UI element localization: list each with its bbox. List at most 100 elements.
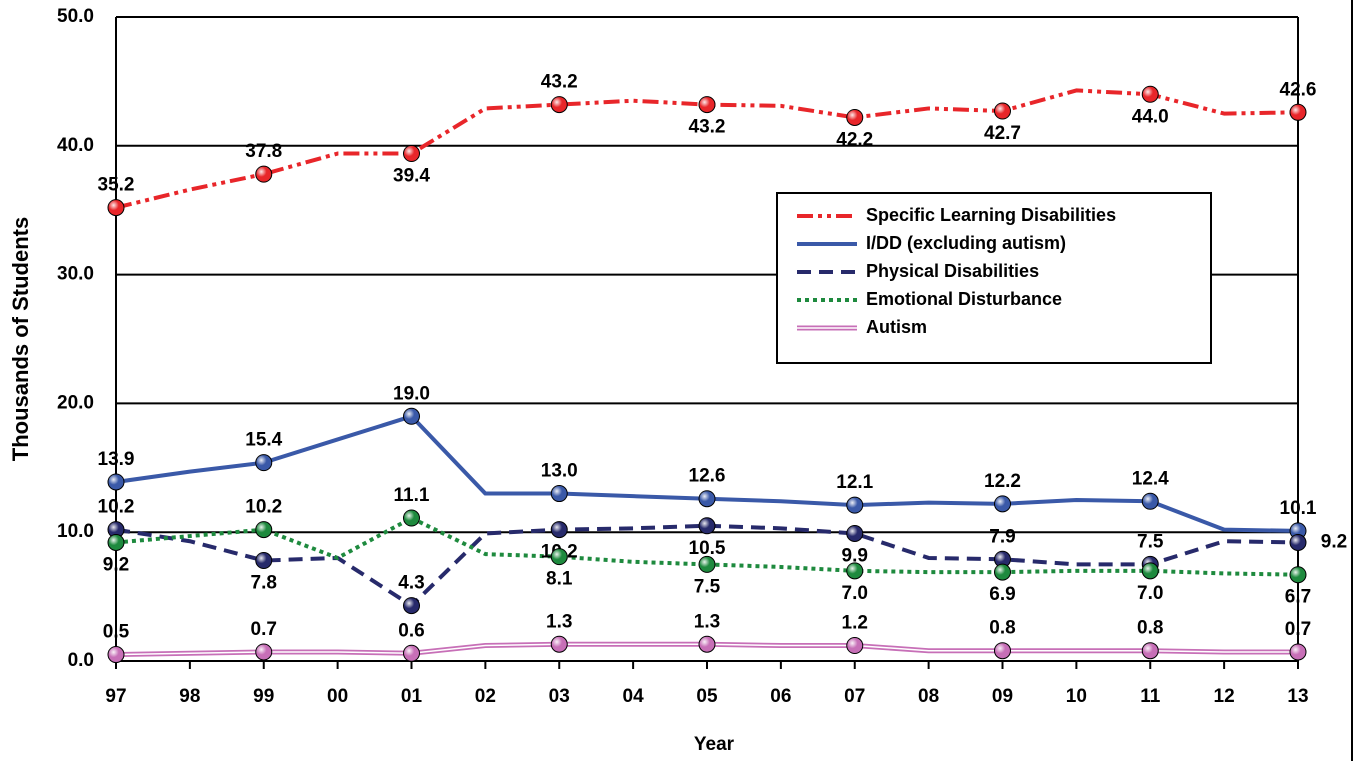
- point-shine: [699, 556, 715, 573]
- point-shine: [994, 564, 1011, 581]
- point-shine: [108, 521, 124, 538]
- point-shine: [1142, 642, 1159, 659]
- data-label: 1.2: [842, 613, 868, 634]
- y-tick-label: 20.0: [57, 392, 94, 413]
- point-shine: [551, 521, 568, 538]
- point-shine: [699, 517, 715, 534]
- point-shine: [403, 510, 420, 527]
- data-label: 0.7: [251, 619, 277, 640]
- x-tick-label: 01: [401, 686, 423, 707]
- data-label: 15.4: [245, 430, 282, 451]
- x-tick-label: 97: [105, 686, 126, 707]
- data-label: 9.2: [103, 555, 129, 576]
- point-shine: [551, 548, 568, 565]
- data-label: 7.0: [1137, 583, 1163, 604]
- legend-label: I/DD (excluding autism): [866, 233, 1066, 253]
- point-shine: [403, 408, 420, 425]
- data-label: 37.8: [245, 141, 282, 162]
- data-label: 42.2: [836, 129, 873, 150]
- data-label: 0.8: [1137, 618, 1163, 639]
- data-label: 0.7: [1285, 619, 1311, 640]
- data-label: 0.8: [989, 618, 1015, 639]
- point-shine: [1290, 534, 1306, 551]
- data-label: 7.0: [842, 583, 868, 604]
- data-label: 10.5: [689, 538, 726, 559]
- point-shine: [108, 646, 124, 663]
- data-label: 9.2: [1321, 532, 1347, 553]
- point-shine: [108, 473, 124, 490]
- data-label: 6.9: [989, 584, 1015, 605]
- point-shine: [255, 166, 272, 183]
- point-shine: [1290, 566, 1306, 583]
- data-label: 0.6: [398, 620, 424, 641]
- data-label: 7.8: [251, 573, 277, 594]
- x-tick-label: 04: [623, 686, 645, 707]
- data-label: 42.7: [984, 123, 1021, 144]
- point-shine: [699, 96, 715, 113]
- point-shine: [846, 109, 863, 126]
- data-label: 7.9: [989, 526, 1015, 547]
- data-label: 1.3: [694, 611, 720, 632]
- y-tick-label: 10.0: [57, 521, 94, 542]
- x-tick-label: 12: [1214, 686, 1235, 707]
- point-shine: [403, 145, 420, 162]
- data-label: 13.0: [541, 461, 578, 482]
- data-label: 7.5: [694, 576, 721, 597]
- y-tick-label: 50.0: [57, 6, 94, 27]
- point-shine: [551, 96, 568, 113]
- point-shine: [846, 637, 863, 654]
- legend-label: Specific Learning Disabilities: [866, 205, 1116, 225]
- point-shine: [551, 636, 568, 653]
- series-line: [115, 516, 1299, 577]
- x-tick-label: 03: [549, 686, 570, 707]
- data-label: 12.4: [1132, 468, 1169, 489]
- x-tick-label: 13: [1287, 686, 1308, 707]
- data-label: 19.0: [393, 383, 430, 404]
- y-tick-label: 40.0: [57, 135, 94, 156]
- point-shine: [403, 597, 420, 614]
- x-tick-label: 08: [918, 686, 939, 707]
- legend-label: Physical Disabilities: [866, 261, 1039, 281]
- data-label: 10.2: [98, 497, 135, 518]
- point-shine: [1142, 562, 1159, 579]
- x-tick-label: 07: [844, 686, 865, 707]
- point-shine: [994, 551, 1011, 568]
- data-label: 44.0: [1132, 106, 1169, 127]
- data-label: 43.2: [689, 117, 726, 138]
- x-tick-label: 05: [696, 686, 718, 707]
- legend-label: Emotional Disturbance: [866, 289, 1062, 309]
- point-shine: [699, 490, 715, 507]
- data-label: 9.9: [842, 546, 868, 567]
- point-shine: [1290, 522, 1306, 539]
- x-axis-label: Year: [694, 734, 735, 755]
- point-shine: [108, 199, 124, 216]
- data-label: 6.7: [1285, 587, 1311, 608]
- point-shine: [551, 485, 568, 502]
- y-tick-label: 0.0: [68, 650, 94, 671]
- point-shine: [403, 645, 420, 662]
- point-shine: [1290, 104, 1306, 121]
- point-shine: [1142, 86, 1159, 103]
- point-shine: [255, 454, 272, 471]
- data-label: 1.3: [546, 611, 572, 632]
- data-label: 8.1: [546, 569, 573, 590]
- data-label: 12.1: [836, 472, 873, 493]
- point-shine: [699, 636, 715, 653]
- point-shine: [994, 642, 1011, 659]
- data-label: 13.9: [98, 449, 135, 470]
- data-label: 35.2: [98, 175, 135, 196]
- point-shine: [255, 643, 272, 660]
- series-line: [115, 88, 1299, 210]
- point-shine: [846, 525, 863, 542]
- legend-box: [776, 192, 1212, 364]
- point-shine: [255, 552, 272, 569]
- data-label: 43.2: [541, 72, 578, 93]
- data-label: 10.1: [1280, 498, 1317, 519]
- data-label: 12.2: [984, 471, 1021, 492]
- x-tick-label: 02: [475, 686, 496, 707]
- data-label: 11.1: [394, 485, 430, 506]
- x-tick-label: 99: [253, 686, 274, 707]
- x-tick-label: 11: [1140, 686, 1161, 707]
- data-label: 39.4: [393, 166, 430, 187]
- x-tick-label: 06: [770, 686, 791, 707]
